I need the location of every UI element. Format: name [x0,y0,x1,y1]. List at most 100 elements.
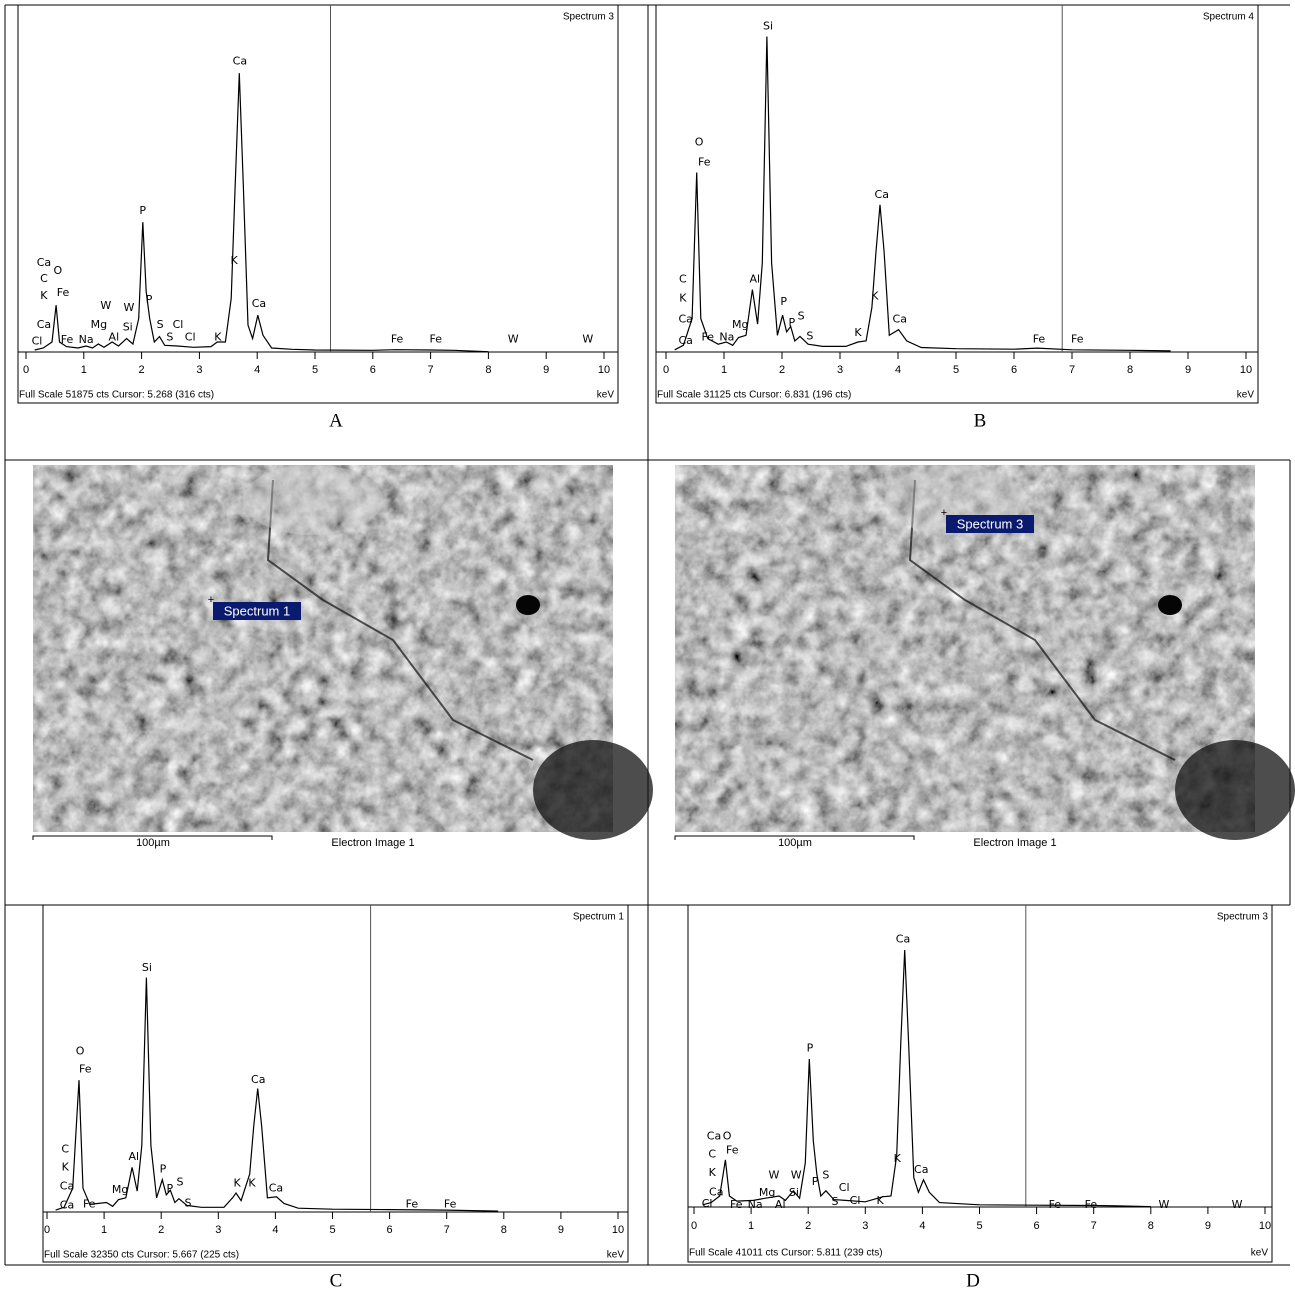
x-tick-label: 10 [1259,1220,1271,1232]
x-tick-label: 7 [1091,1220,1097,1232]
peak-label: W [582,332,593,345]
peak-label: Si [789,1186,799,1199]
peak-label: Fe [702,331,715,344]
x-tick-label: 10 [612,1224,624,1236]
peak-label: P [807,1042,814,1055]
spectrum-title: Spectrum 3 [563,12,615,23]
x-tick-label: 8 [1148,1220,1154,1232]
x-tick-label: 4 [895,364,901,376]
peak-label: W [1232,1198,1243,1211]
peak-label: Fe [1049,1198,1062,1211]
peak-label: Fe [1085,1198,1098,1211]
peak-label: Fe [1033,333,1046,346]
peak-label: K [894,1152,902,1165]
x-tick-label: 0 [23,364,29,376]
peak-label: Fe [1071,333,1084,346]
peak-label: Ca [914,1163,928,1176]
x-tick-label: 8 [501,1224,507,1236]
peak-label: Fe [406,1197,419,1210]
x-tick-label: 0 [663,364,669,376]
peak-label: K [248,1177,256,1190]
peak-label: Ca [37,256,51,269]
electron-image [33,465,653,840]
peak-label: Fe [57,286,70,299]
marker-label: Spectrum 3 [957,516,1023,531]
scale-bar [674,835,915,840]
peak-label: C [679,273,687,286]
footer: Full Scale 31125 cts Cursor: 6.831 (196 … [657,390,851,401]
peak-label: Ca [269,1181,283,1194]
marker-label: Spectrum 1 [224,603,290,618]
peak-label: Ca [709,1185,723,1198]
peak-label: K [40,289,48,302]
peak-label: Fe [391,332,404,345]
peak-label: Ca [60,1198,74,1211]
x-tick-label: 3 [196,364,202,376]
peak-label: Fe [430,332,443,345]
footer: Full Scale 41011 cts Cursor: 5.811 (239 … [689,1248,883,1259]
peak-label: K [214,330,222,343]
peak-label: Al [775,1198,786,1211]
x-tick-label: 10 [1240,364,1252,376]
spectrum-title: Spectrum 1 [573,912,625,923]
peak-label: Ca [707,1129,721,1142]
x-tick-label: 9 [1185,364,1191,376]
x-tick-label: 2 [158,1224,164,1236]
x-axis-label: keV [597,390,615,401]
peak-label: S [185,1196,192,1209]
marker-cross: + [941,507,947,519]
marker-box [213,602,301,620]
peak-label: Si [123,320,133,333]
peak-label: Cl [702,1197,713,1210]
x-tick-label: 0 [44,1224,50,1236]
peak-label: P [789,316,796,329]
footer: Full Scale 51875 cts Cursor: 5.268 (316 … [19,390,214,401]
image-texture [33,465,613,832]
x-tick-label: 7 [1069,364,1075,376]
x-tick-label: 0 [691,1220,697,1232]
peak-label: Ca [679,313,693,326]
peak-label: Al [749,273,760,286]
peak-label: Mg [112,1183,128,1196]
crack [908,479,1176,761]
peak-label: Cl [173,318,184,331]
peak-label: K [62,1160,70,1173]
x-tick-label: 7 [444,1224,450,1236]
scale-bar-label: 100µm [778,837,812,849]
peak-label: S [166,330,173,343]
panel-caption: C [330,1270,343,1290]
scale-bar-label: 100µm [136,837,170,849]
x-tick-label: 2 [805,1220,811,1232]
x-axis-label: keV [1237,390,1255,401]
peak-label: P [166,1182,173,1195]
peak-label: S [832,1195,839,1208]
peak-label: Mg [732,318,748,331]
peak-label: Fe [698,155,711,168]
bright-region [243,465,383,535]
panel-frame [655,4,1259,404]
peak-label: Fe [444,1197,457,1210]
peak-label: W [123,301,134,314]
peak-label: Ca [233,55,247,68]
peak-label: S [806,329,813,342]
spectrum-title: Spectrum 3 [1217,912,1269,923]
peak-label: C [61,1142,69,1155]
peak-label: Al [109,330,120,343]
dark-region [533,740,653,840]
peak-label: O [695,135,704,148]
x-tick-label: 6 [1034,1220,1040,1232]
peak-label: W [508,332,519,345]
peak-label: Cl [839,1181,850,1194]
panel-frame [17,4,619,404]
panel-caption: A [329,410,343,431]
x-tick-label: 5 [976,1220,982,1232]
dark-spot [1158,595,1182,615]
x-tick-label: 8 [485,364,491,376]
spectrum-line [702,949,1151,1208]
peak-label: Ca [252,297,266,310]
peak-label: Ca [875,188,889,201]
peak-label: Si [763,19,773,32]
peak-label: W [1158,1198,1169,1211]
peak-label: Fe [61,333,74,346]
